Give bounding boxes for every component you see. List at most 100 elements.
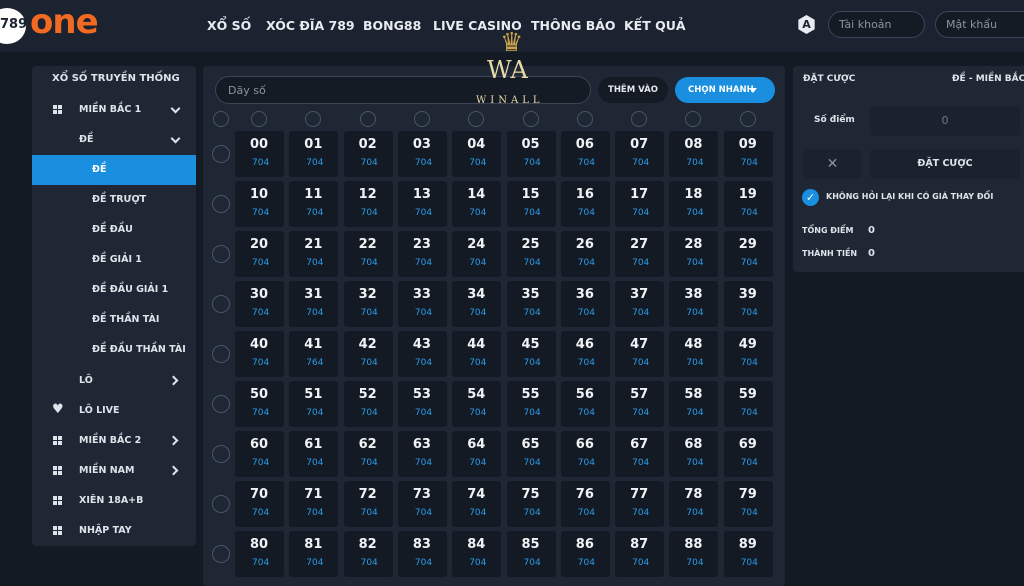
number-cell[interactable]: 28 704 xyxy=(669,231,719,277)
number-cell[interactable]: 74 704 xyxy=(452,481,502,527)
number-cell[interactable]: 66 704 xyxy=(560,431,610,477)
password-input[interactable]: Mật khẩu xyxy=(935,11,1024,38)
number-cell[interactable]: 72 704 xyxy=(343,481,393,527)
number-cell[interactable]: 27 704 xyxy=(615,231,665,277)
number-cell[interactable]: 73 704 xyxy=(397,481,447,527)
menu-item[interactable]: MIỀN NAM xyxy=(79,465,135,476)
number-cell[interactable]: 16 704 xyxy=(560,181,610,227)
number-cell[interactable]: 09 704 xyxy=(723,131,773,177)
number-cell[interactable]: 89 704 xyxy=(723,531,773,577)
number-cell[interactable]: 49 704 xyxy=(723,331,773,377)
number-cell[interactable]: 67 704 xyxy=(615,431,665,477)
row-select[interactable] xyxy=(212,545,230,563)
number-cell[interactable]: 41 764 xyxy=(289,331,339,377)
menu-item[interactable]: ĐỀ TRƯỢT xyxy=(92,194,147,205)
number-cell[interactable]: 62 704 xyxy=(343,431,393,477)
column-select[interactable] xyxy=(359,111,376,127)
number-cell[interactable]: 40 704 xyxy=(235,331,284,377)
number-cell[interactable]: 86 704 xyxy=(560,531,610,577)
number-cell[interactable]: 07 704 xyxy=(615,131,665,177)
number-cell[interactable]: 59 704 xyxy=(723,381,773,427)
number-cell[interactable]: 04 704 xyxy=(452,131,502,177)
menu-item[interactable]: XIÊN 18A+B xyxy=(79,495,144,506)
column-select[interactable] xyxy=(576,111,593,127)
number-cell[interactable]: 46 704 xyxy=(560,331,610,377)
checkbox[interactable]: ✓ xyxy=(802,189,819,206)
number-cell[interactable]: 78 704 xyxy=(669,481,719,527)
menu-item[interactable]: ĐỀ GIẢI 1 xyxy=(92,254,142,265)
number-cell[interactable]: 25 704 xyxy=(506,231,556,277)
number-cell[interactable]: 38 704 xyxy=(669,281,719,327)
menu-item[interactable]: LÔ xyxy=(79,375,93,386)
number-cell[interactable]: 29 704 xyxy=(723,231,773,277)
quick-select-button[interactable]: CHỌN NHANH xyxy=(675,77,775,103)
menu-item[interactable]: ĐỀ ĐẦU GIẢI 1 xyxy=(92,284,169,295)
number-cell[interactable]: 03 704 xyxy=(397,131,447,177)
number-cell[interactable]: 58 704 xyxy=(669,381,719,427)
number-cell[interactable]: 71 704 xyxy=(289,481,339,527)
column-select[interactable] xyxy=(251,111,267,127)
column-select[interactable] xyxy=(522,111,539,127)
column-select[interactable] xyxy=(413,111,430,127)
number-cell[interactable]: 83 704 xyxy=(397,531,447,577)
number-cell[interactable]: 24 704 xyxy=(452,231,502,277)
number-cell[interactable]: 43 704 xyxy=(397,331,447,377)
number-cell[interactable]: 00 704 xyxy=(235,131,284,177)
number-cell[interactable]: 53 704 xyxy=(397,381,447,427)
row-select[interactable] xyxy=(212,195,230,213)
number-cell[interactable]: 85 704 xyxy=(506,531,556,577)
number-cell[interactable]: 35 704 xyxy=(506,281,556,327)
number-cell[interactable]: 88 704 xyxy=(669,531,719,577)
number-cell[interactable]: 01 704 xyxy=(289,131,339,177)
number-cell[interactable]: 37 704 xyxy=(615,281,665,327)
avatar[interactable]: A xyxy=(798,15,815,34)
number-cell[interactable]: 61 704 xyxy=(289,431,339,477)
number-cell[interactable]: 81 704 xyxy=(289,531,339,577)
menu-item[interactable]: MIỀN BẮC 1 xyxy=(79,104,142,115)
nav-item[interactable]: XÓC ĐĨA 789 xyxy=(266,18,355,33)
number-cell[interactable]: 82 704 xyxy=(343,531,393,577)
number-cell[interactable]: 39 704 xyxy=(723,281,773,327)
number-cell[interactable]: 63 704 xyxy=(397,431,447,477)
number-cell[interactable]: 84 704 xyxy=(452,531,502,577)
number-cell[interactable]: 48 704 xyxy=(669,331,719,377)
number-cell[interactable]: 05 704 xyxy=(506,131,556,177)
number-cell[interactable]: 30 704 xyxy=(235,281,284,327)
number-cell[interactable]: 19 704 xyxy=(723,181,773,227)
number-cell[interactable]: 31 704 xyxy=(289,281,339,327)
row-select[interactable] xyxy=(212,145,230,163)
row-select[interactable] xyxy=(212,495,230,513)
number-cell[interactable]: 42 704 xyxy=(343,331,393,377)
number-cell[interactable]: 06 704 xyxy=(560,131,610,177)
menu-item[interactable]: NHẬP TAY xyxy=(79,525,132,536)
number-cell[interactable]: 65 704 xyxy=(506,431,556,477)
number-cell[interactable]: 02 704 xyxy=(343,131,393,177)
number-cell[interactable]: 36 704 xyxy=(560,281,610,327)
number-cell[interactable]: 10 704 xyxy=(235,181,284,227)
add-button[interactable]: THÊM VÀO xyxy=(598,77,668,103)
number-cell[interactable]: 75 704 xyxy=(506,481,556,527)
number-cell[interactable]: 34 704 xyxy=(452,281,502,327)
nav-item[interactable]: BONG88 xyxy=(363,18,422,33)
number-cell[interactable]: 33 704 xyxy=(397,281,447,327)
number-cell[interactable]: 47 704 xyxy=(615,331,665,377)
column-select[interactable] xyxy=(739,111,756,127)
number-cell[interactable]: 32 704 xyxy=(343,281,393,327)
nav-item[interactable]: XỔ SỐ xyxy=(207,18,252,33)
confirm-option[interactable]: KHÔNG HỎI LẠI KHI CÓ GIÁ THAY ĐỔI xyxy=(826,192,994,201)
column-select[interactable] xyxy=(305,111,322,127)
number-cell[interactable]: 14 704 xyxy=(452,181,502,227)
number-cell[interactable]: 44 704 xyxy=(452,331,502,377)
number-cell[interactable]: 15 704 xyxy=(506,181,556,227)
number-cell[interactable]: 60 704 xyxy=(235,431,284,477)
column-select[interactable] xyxy=(468,111,485,127)
cancel-button[interactable]: ✕ xyxy=(803,149,862,179)
number-cell[interactable]: 80 704 xyxy=(235,531,284,577)
row-select[interactable] xyxy=(212,295,230,313)
row-select[interactable] xyxy=(212,245,230,263)
menu-item[interactable]: ĐỀ ĐẦU THẦN TÀI xyxy=(92,344,186,355)
number-cell[interactable]: 52 704 xyxy=(343,381,393,427)
number-cell[interactable]: 23 704 xyxy=(397,231,447,277)
menu-item[interactable]: ĐỀ ĐẦU xyxy=(92,224,133,235)
number-cell[interactable]: 12 704 xyxy=(343,181,393,227)
